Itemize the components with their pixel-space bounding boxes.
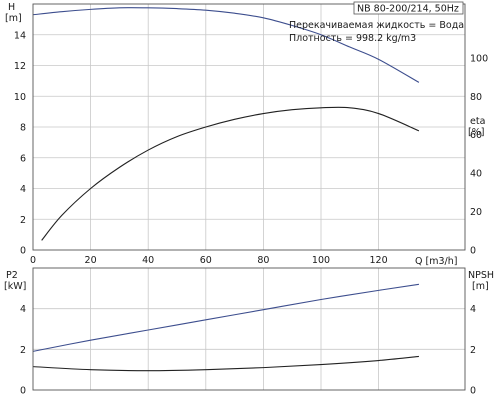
x-tick-label: 120 [370,255,388,266]
top-chart-frame [32,3,466,251]
right-y-tick-label: 80 [470,92,482,103]
bottom-left-axis-label: P2 [6,270,18,281]
left-y-tick-label: 2 [20,345,26,356]
bottom-left-axis-unit: [kW] [4,281,26,292]
density-annotation: Плотность = 998.2 kg/m3 [289,33,416,44]
right-y-tick-label: 4 [470,304,476,315]
bottom-right-axis-unit: [m] [472,281,489,292]
right-y-tick-label: 20 [470,207,482,218]
right-y-tick-label: 0 [470,386,476,397]
x-tick-label: 20 [85,255,97,266]
x-tick-label: 100 [312,255,330,266]
top-chart-grid [33,4,465,250]
right-y-tick-label: 0 [470,246,476,257]
bottom-right-axis-label: NPSH [468,270,494,281]
chart-title: NB 80-200/214, 50Hz [357,4,459,15]
x-tick-label: 0 [30,255,36,266]
chart-title-box [353,1,464,15]
top-right-axis-unit: [%] [468,127,484,138]
top-series-line-1 [41,106,420,241]
x-tick-label: 80 [257,255,269,266]
x-axis-label-backdrop [414,255,460,267]
left-y-tick-label: 14 [14,30,26,41]
bot-series-line-1 [32,355,419,372]
right-y-tick-label: 40 [470,169,482,180]
left-y-tick-label: 10 [14,92,26,103]
left-y-tick-label: 4 [20,304,26,315]
left-y-tick-label: 12 [14,61,26,72]
bottom-chart-ticks: 0 2 4 0 2 4 [20,304,476,396]
right-y-tick-label: 2 [470,345,476,356]
x-tick-label: 40 [142,255,154,266]
right-y-tick-label: 100 [470,53,488,64]
left-y-tick-label: 0 [20,386,26,397]
top-left-axis-label: H [8,2,15,13]
bot-series-line-0 [32,283,420,352]
left-y-tick-label: 2 [20,215,26,226]
left-y-tick-label: 4 [20,184,26,195]
top-right-axis-label: eta [470,116,485,127]
top-chart-ticks: 0 20 40 60 80 100 120 0 2 4 6 8 10 12 14 0 20 40 60 80 100 [14,30,488,266]
left-y-tick-label: 0 [20,246,26,257]
bottom-chart-grid [33,268,465,390]
top-chart-series [32,7,420,241]
bottom-chart-frame [32,267,466,391]
top-series-line-0 [32,7,420,83]
bottom-chart-series [32,283,420,372]
x-axis-label: Q [m3/h] [415,256,457,267]
right-y-tick-label: 60 [470,130,482,141]
left-y-tick-label: 6 [20,153,26,164]
x-tick-label: 60 [200,255,212,266]
top-left-axis-unit: [m] [5,13,22,24]
left-y-tick-label: 8 [20,123,26,134]
liquid-annotation: Перекачиваемая жидкость = Вода [289,20,464,31]
